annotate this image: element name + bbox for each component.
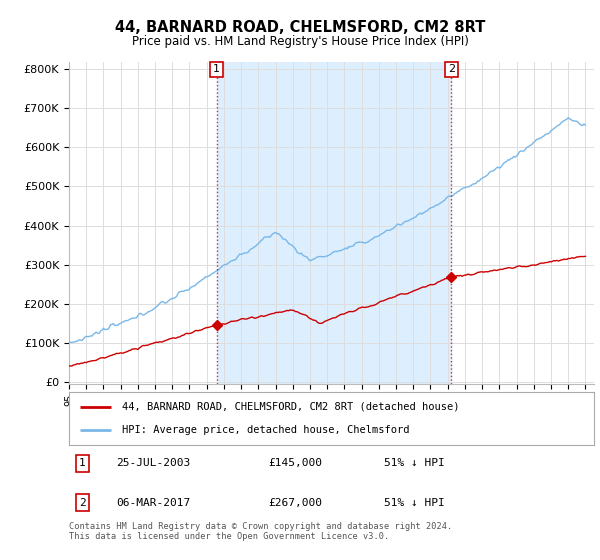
Bar: [217, 62, 451, 384]
Text: Contains HM Land Registry data © Crown copyright and database right 2024.
This d: Contains HM Land Registry data © Crown c…: [69, 522, 452, 542]
Text: 2: 2: [79, 498, 86, 507]
Text: 2: 2: [448, 64, 455, 74]
Text: 44, BARNARD ROAD, CHELMSFORD, CM2 8RT (detached house): 44, BARNARD ROAD, CHELMSFORD, CM2 8RT (d…: [121, 402, 459, 412]
Text: 51% ↓ HPI: 51% ↓ HPI: [384, 498, 445, 507]
Text: 44, BARNARD ROAD, CHELMSFORD, CM2 8RT: 44, BARNARD ROAD, CHELMSFORD, CM2 8RT: [115, 20, 485, 35]
Text: Price paid vs. HM Land Registry's House Price Index (HPI): Price paid vs. HM Land Registry's House …: [131, 35, 469, 48]
Text: 1: 1: [213, 64, 220, 74]
Text: 06-MAR-2017: 06-MAR-2017: [116, 498, 191, 507]
Text: £267,000: £267,000: [269, 498, 323, 507]
Text: £145,000: £145,000: [269, 459, 323, 468]
Text: 51% ↓ HPI: 51% ↓ HPI: [384, 459, 445, 468]
Text: HPI: Average price, detached house, Chelmsford: HPI: Average price, detached house, Chel…: [121, 425, 409, 435]
Text: 25-JUL-2003: 25-JUL-2003: [116, 459, 191, 468]
Text: 1: 1: [79, 459, 86, 468]
